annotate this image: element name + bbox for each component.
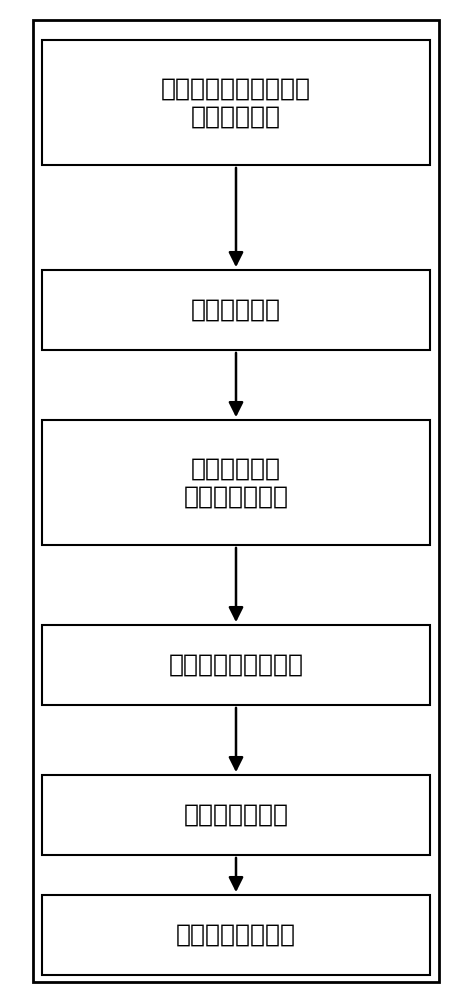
- Text: 调用配置文件
生成测试数据库: 调用配置文件 生成测试数据库: [184, 457, 288, 508]
- Bar: [42, 895, 430, 975]
- Text: 客户端与回路测控终端
建立通讯连接: 客户端与回路测控终端 建立通讯连接: [161, 77, 311, 128]
- Bar: [33, 20, 439, 982]
- Text: 设置自动化测试参数: 设置自动化测试参数: [169, 653, 303, 677]
- Bar: [42, 270, 430, 350]
- Bar: [42, 40, 430, 165]
- Bar: [42, 420, 430, 545]
- Text: 一键导出测试报告: 一键导出测试报告: [176, 923, 296, 947]
- Bar: [42, 625, 430, 705]
- Text: 执行自动化测试: 执行自动化测试: [184, 803, 288, 827]
- Text: 编制配置文件: 编制配置文件: [191, 298, 281, 322]
- Bar: [42, 775, 430, 855]
